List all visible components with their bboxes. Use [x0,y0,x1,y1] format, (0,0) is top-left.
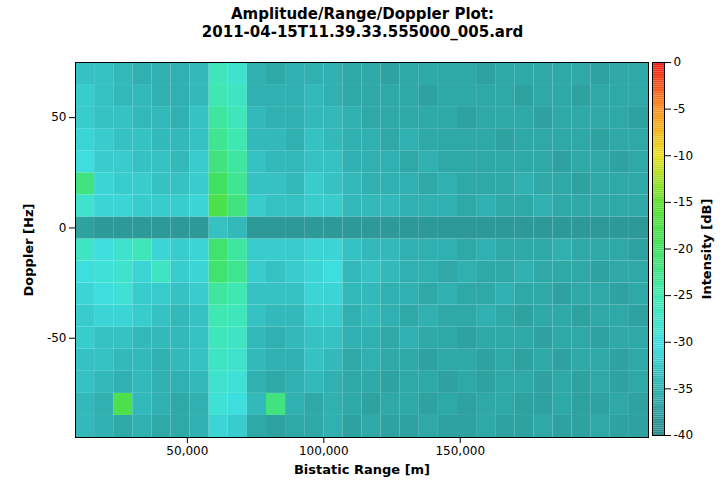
svg-text:-50: -50 [47,331,67,345]
svg-text:50,000: 50,000 [166,444,208,458]
svg-text:100,000: 100,000 [299,444,349,458]
svg-text:-20: -20 [674,242,694,256]
svg-text:0: 0 [674,55,682,69]
svg-text:-35: -35 [674,382,694,396]
html-text:2011-04-15T11.39.33.555000_005: 2011-04-15T11.39.33.555000_005.ard [201,23,524,41]
html-text:Amplitude/Range/Doppler Plot:: Amplitude/Range/Doppler Plot: [231,5,494,23]
svg-text:-30: -30 [674,335,694,349]
svg-text:-25: -25 [674,288,694,302]
svg-text:Doppler [Hz]: Doppler [Hz] [21,204,36,297]
svg-text:-5: -5 [674,102,686,116]
svg-text:Intensity [dB]: Intensity [dB] [699,199,714,300]
svg-text:-15: -15 [674,195,694,209]
svg-text:-40: -40 [674,428,694,442]
svg-text:Bistatic Range [m]: Bistatic Range [m] [294,462,430,477]
svg-text:50: 50 [51,110,66,124]
svg-text:150,000: 150,000 [435,444,485,458]
svg-text:-10: -10 [674,149,694,163]
svg-text:0: 0 [59,221,67,235]
